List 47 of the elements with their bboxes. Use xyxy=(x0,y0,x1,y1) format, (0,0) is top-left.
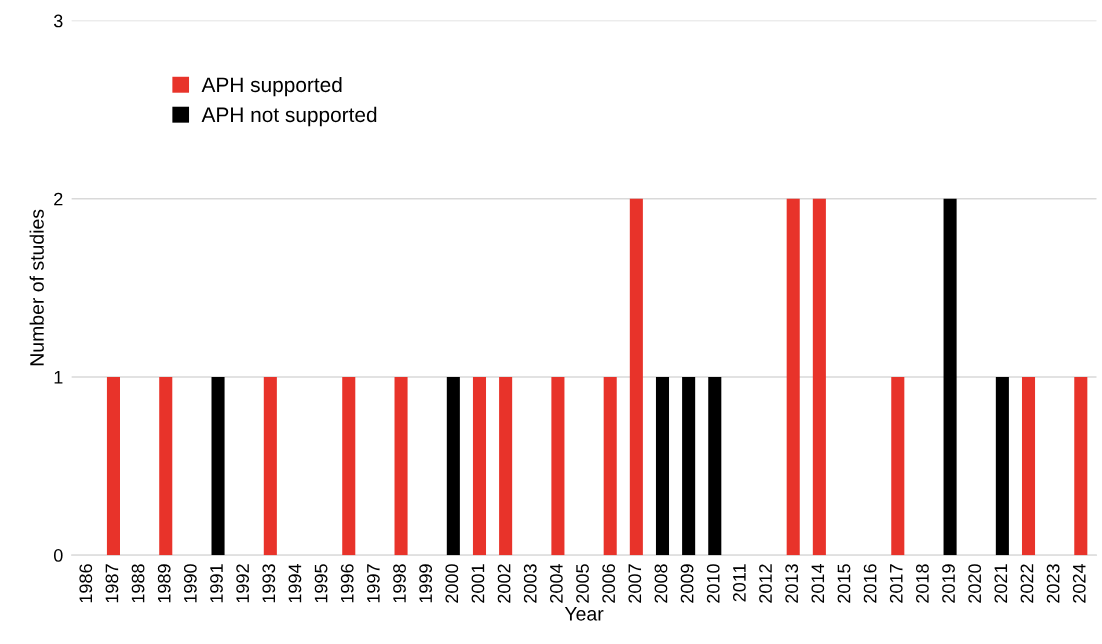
x-tick-label: 1995 xyxy=(314,564,328,603)
y-axis-title: Number of studies xyxy=(29,209,44,366)
x-tick-label: 2006 xyxy=(602,564,616,603)
x-tick-label: 2014 xyxy=(811,563,825,603)
x-tick-label: 1987 xyxy=(105,564,119,603)
x-tick-label: 1988 xyxy=(131,564,145,603)
x-tick-label: 2011 xyxy=(732,564,746,602)
x-tick-label: 1994 xyxy=(288,563,302,603)
x-tick-label: 1999 xyxy=(419,564,433,603)
legend-label: APH not supported xyxy=(201,106,377,127)
x-tick-label: 1997 xyxy=(366,564,380,603)
x-tick-label: 1992 xyxy=(236,564,250,603)
x-tick-label: 2020 xyxy=(968,564,982,603)
x-tick-label: 1996 xyxy=(340,564,354,603)
x-tick-label: 2015 xyxy=(837,564,851,603)
x-tick-label: 2000 xyxy=(445,564,459,603)
x-tick-label: 2013 xyxy=(785,564,799,603)
x-tick-label: 2001 xyxy=(471,564,485,603)
x-tick-label: 1989 xyxy=(157,564,171,603)
x-tick-label: 2007 xyxy=(628,564,642,603)
x-tick-label: 2016 xyxy=(863,564,877,603)
x-tick-label: 2018 xyxy=(916,564,929,603)
x-tick-label: 1993 xyxy=(262,564,276,603)
x-tick-label: 2024 xyxy=(1072,563,1086,603)
x-tick-label: 1986 xyxy=(79,564,93,603)
y-tick-label: 1 xyxy=(54,371,63,384)
x-tick-label: 2009 xyxy=(680,564,694,603)
x-tick-label: 2012 xyxy=(759,564,772,603)
x-tick-label: 2003 xyxy=(523,564,537,603)
x-tick-label: 2021 xyxy=(994,564,1008,603)
x-tick-label: 1990 xyxy=(183,564,197,603)
x-tick-label: 2004 xyxy=(549,563,563,603)
x-tick-label: 2010 xyxy=(706,564,720,603)
x-tick-label: 2019 xyxy=(942,564,955,603)
x-tick-label: 2002 xyxy=(497,564,511,603)
x-tick-label: 1998 xyxy=(393,564,406,603)
x-axis-title: Year xyxy=(564,607,604,621)
y-tick-label: 2 xyxy=(54,192,63,206)
y-tick-label: 3 xyxy=(53,14,63,28)
legend-label: APH supported xyxy=(201,76,342,97)
y-tick-label: 0 xyxy=(53,549,63,562)
x-tick-label: 2008 xyxy=(654,564,668,603)
x-tick-label: 2005 xyxy=(576,564,589,603)
x-tick-label: 1991 xyxy=(210,564,223,603)
x-tick-label: 2017 xyxy=(889,564,903,603)
x-tick-label: 2022 xyxy=(1020,564,1034,603)
x-tick-label: 2023 xyxy=(1046,564,1060,603)
